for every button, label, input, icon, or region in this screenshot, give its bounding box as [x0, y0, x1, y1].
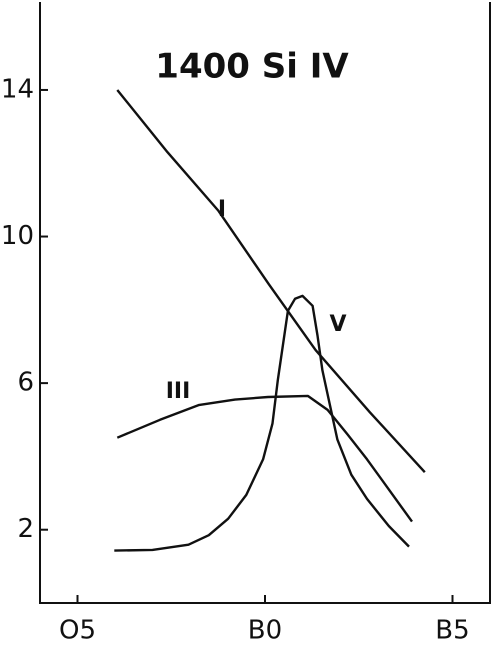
axes [39, 2, 491, 604]
x-tick-label: B0 [248, 616, 282, 646]
y-tick-label: 6 [17, 368, 34, 398]
series-label: V [329, 312, 346, 337]
series-line [116, 394, 413, 523]
x-tick-label: B5 [435, 616, 469, 646]
y-tick-label: 14 [1, 74, 34, 104]
series-line [114, 294, 410, 552]
y-tick-label: 2 [17, 514, 34, 544]
x-tick-label: O5 [59, 616, 96, 646]
series-label: III [166, 379, 191, 404]
series-label: I [218, 197, 226, 222]
series-line [116, 89, 426, 474]
chart-title: 1400 Si IV [155, 47, 349, 87]
y-tick-label: 10 [1, 221, 34, 251]
